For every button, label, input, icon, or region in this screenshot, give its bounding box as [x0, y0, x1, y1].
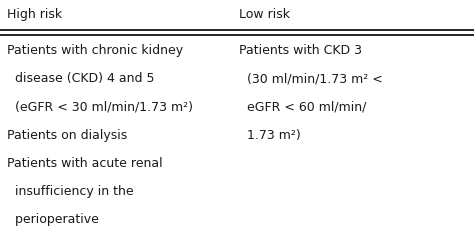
Text: (eGFR < 30 ml/min/1.73 m²): (eGFR < 30 ml/min/1.73 m²) — [7, 101, 193, 114]
Text: Patients with acute renal: Patients with acute renal — [7, 157, 163, 170]
Text: eGFR < 60 ml/min/: eGFR < 60 ml/min/ — [239, 101, 367, 114]
Text: Patients with chronic kidney: Patients with chronic kidney — [7, 44, 183, 57]
Text: 1.73 m²): 1.73 m²) — [239, 129, 301, 142]
Text: disease (CKD) 4 and 5: disease (CKD) 4 and 5 — [7, 72, 155, 85]
Text: Patients with CKD 3: Patients with CKD 3 — [239, 44, 362, 57]
Text: (30 ml/min/1.73 m² <: (30 ml/min/1.73 m² < — [239, 72, 383, 85]
Text: High risk: High risk — [7, 8, 62, 21]
Text: insufficiency in the: insufficiency in the — [7, 185, 134, 198]
Text: perioperative: perioperative — [7, 213, 99, 226]
Text: Patients on dialysis: Patients on dialysis — [7, 129, 128, 142]
Text: Low risk: Low risk — [239, 8, 291, 21]
